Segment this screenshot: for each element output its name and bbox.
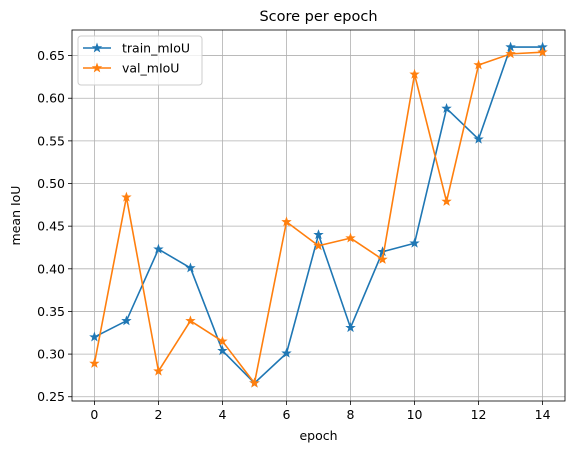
y-tick-label: 0.65	[37, 48, 65, 63]
x-tick-label: 12	[471, 407, 487, 422]
y-axis: 0.25 0.30 0.35 0.40 0.45 0.50 0.55 0.60 0.65	[37, 48, 72, 404]
plot-frame	[72, 30, 565, 401]
x-tick-label: 6	[283, 407, 291, 422]
x-tick-label: 10	[407, 407, 423, 422]
y-tick-label: 0.40	[37, 261, 65, 276]
data-point-train_mIoU	[122, 316, 131, 324]
x-tick-label: 0	[90, 407, 98, 422]
y-tick-label: 0.45	[37, 219, 65, 234]
y-tick-label: 0.30	[37, 347, 65, 362]
y-tick-label: 0.60	[37, 91, 65, 106]
data-point-train_mIoU	[186, 263, 195, 271]
grid	[72, 30, 565, 401]
y-tick-label: 0.35	[37, 304, 65, 319]
x-axis-label: epoch	[299, 428, 337, 443]
series-line-val_mIoU	[94, 52, 542, 383]
x-tick-label: 2	[154, 407, 162, 422]
x-tick-label: 14	[535, 407, 551, 422]
y-axis-label: mean IoU	[8, 186, 23, 246]
legend-label-val_mIoU: val_mIoU	[122, 61, 179, 76]
series-line-train_mIoU	[94, 47, 542, 383]
y-tick-label: 0.55	[37, 133, 65, 148]
y-tick-label: 0.50	[37, 176, 65, 191]
data-point-val_mIoU	[442, 197, 451, 205]
x-tick-label: 4	[218, 407, 226, 422]
legend: train_mIoU val_mIoU	[78, 36, 202, 85]
y-tick-label: 0.25	[37, 389, 65, 404]
legend-label-train_mIoU: train_mIoU	[122, 41, 190, 56]
chart-title: Score per epoch	[259, 9, 377, 25]
x-axis: 0 2 4 6 8 10 12 14	[90, 401, 550, 422]
x-tick-label: 8	[347, 407, 355, 422]
